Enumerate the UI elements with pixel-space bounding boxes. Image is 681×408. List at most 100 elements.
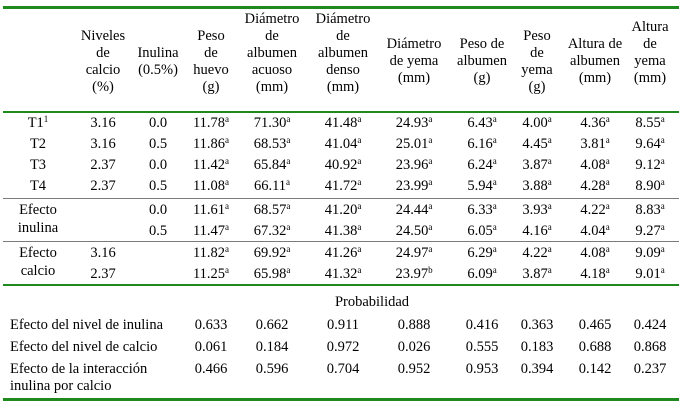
probability-value: 0.465	[578, 317, 612, 333]
significance-letter: a	[357, 114, 362, 124]
treatment-row-cell: 23.99a	[395, 177, 433, 195]
treatment-row-cell: 4.00a	[522, 114, 552, 132]
inulin-effect-row-cell: 6.33a	[467, 201, 497, 219]
treatment-row-cell: 4.28a	[580, 177, 610, 195]
probability-value: 0.868	[633, 339, 667, 355]
treatment-row-cell: 2.37	[90, 178, 116, 194]
inulin-effect-row-cell: 41.38a	[324, 222, 362, 240]
treatment-row-cell: 65.84a	[253, 156, 291, 174]
treatment-label: T4	[29, 178, 47, 194]
probability-value: 0.596	[255, 361, 289, 377]
significance-letter: a	[492, 201, 497, 211]
significance-letter: a	[428, 244, 433, 254]
probability-row-label: Efecto del nivel de calcio	[10, 339, 158, 355]
column-header: Diámetro de yema (mm)	[386, 36, 442, 86]
significance-letter: a	[286, 177, 291, 187]
significance-letter: a	[547, 177, 552, 187]
treatment-row-cell: 9.12a	[635, 156, 665, 174]
probability-value: 0.662	[255, 317, 289, 333]
treatment-row-cell: 40.92a	[324, 156, 362, 174]
treatment-row-cell: 2.37	[90, 157, 116, 173]
calcium-effect-row-cell: 3.16	[90, 245, 116, 261]
column-header: Niveles de calcio (%)	[80, 28, 126, 95]
significance-letter: a	[225, 135, 230, 145]
treatment-row-cell: 5.94a	[467, 177, 497, 195]
column-header: Altura de albumen (mm)	[567, 36, 623, 86]
significance-letter: a	[225, 114, 230, 124]
significance-letter: a	[492, 177, 497, 187]
significance-letter: a	[605, 114, 610, 124]
probability-value: 0.416	[465, 317, 499, 333]
calcium-effect-row-cell: 3.87a	[522, 265, 552, 283]
treatment-row-cell: 8.90a	[635, 177, 665, 195]
treatment-row-cell: 0.0	[148, 115, 168, 131]
inulin-effect-row-cell: 9.27a	[635, 222, 665, 240]
treatment-row-cell: 0.5	[148, 136, 168, 152]
calcium-effect-row-cell: 11.82a	[192, 244, 230, 262]
treatment-row-cell: 8.55a	[635, 114, 665, 132]
treatment-row-cell: 3.16	[90, 136, 116, 152]
treatment-row-cell: 24.93a	[395, 114, 433, 132]
probability-value: 0.424	[633, 317, 667, 333]
treatment-row-cell: 3.16	[90, 115, 116, 131]
bottom-rule	[3, 398, 679, 401]
probability-value: 0.142	[578, 361, 612, 377]
top-rule	[3, 6, 679, 9]
significance-letter: a	[286, 201, 291, 211]
treatment-row-cell: 0.5	[148, 178, 168, 194]
significance-letter: a	[357, 222, 362, 232]
probability-value: 0.237	[633, 361, 667, 377]
inulin-effect-label: Efecto	[19, 202, 57, 218]
probability-value: 0.363	[520, 317, 554, 333]
significance-letter: a	[547, 156, 552, 166]
inulin-effect-row-cell: 4.04a	[580, 222, 610, 240]
calcium-effect-row-cell: 69.92a	[253, 244, 291, 262]
treatment-row-cell: 3.81a	[580, 135, 610, 153]
inulin-effect-row-cell: 24.50a	[395, 222, 433, 240]
treatment-row-cell: 3.88a	[522, 177, 552, 195]
significance-letter: a	[225, 177, 230, 187]
calcium-effect-row-cell: 4.22a	[522, 244, 552, 262]
significance-letter: a	[605, 265, 610, 275]
probability-value: 0.394	[520, 361, 554, 377]
row-divider	[3, 241, 679, 242]
calcium-effect-row-cell: 2.37	[90, 266, 116, 282]
column-header: Peso de yema (g)	[521, 28, 553, 95]
treatment-row-cell: 6.16a	[467, 135, 497, 153]
significance-letter: a	[428, 222, 433, 232]
treatment-row-cell: 25.01a	[395, 135, 433, 153]
probability-value: 0.061	[194, 339, 228, 355]
column-header: Peso de albumen (g)	[457, 36, 507, 86]
significance-letter: a	[357, 201, 362, 211]
significance-letter: a	[225, 244, 230, 254]
treatment-row-cell: 41.04a	[324, 135, 362, 153]
significance-letter: 1	[43, 114, 49, 124]
significance-letter: a	[660, 201, 665, 211]
significance-letter: a	[225, 265, 230, 275]
significance-letter: a	[286, 135, 291, 145]
calcium-effect-row-cell: 9.01a	[635, 265, 665, 283]
significance-letter: a	[286, 156, 291, 166]
treatment-row-cell: 71.30a	[253, 114, 291, 132]
significance-letter: a	[605, 222, 610, 232]
treatment-label: T3	[29, 157, 47, 173]
significance-letter: a	[547, 201, 552, 211]
inulin-effect-row-cell: 4.16a	[522, 222, 552, 240]
treatment-row-cell: 41.48a	[324, 114, 362, 132]
significance-letter: a	[357, 156, 362, 166]
inulin-effect-row-cell: 3.93a	[522, 201, 552, 219]
treatment-row-cell: 6.43a	[467, 114, 497, 132]
treatment-label: T11	[27, 114, 49, 132]
probability-value: 0.466	[194, 361, 228, 377]
inulin-effect-row-cell: 68.57a	[253, 201, 291, 219]
probability-value: 0.911	[326, 317, 360, 333]
probability-row-label: Efecto de la interacción	[10, 361, 148, 377]
significance-letter: a	[605, 244, 610, 254]
significance-letter: a	[605, 135, 610, 145]
significance-letter: a	[225, 156, 230, 166]
significance-letter: a	[660, 114, 665, 124]
inulin-effect-row-cell: 67.32a	[253, 222, 291, 240]
significance-letter: a	[357, 265, 362, 275]
probability-value: 0.688	[578, 339, 612, 355]
significance-letter: a	[357, 244, 362, 254]
